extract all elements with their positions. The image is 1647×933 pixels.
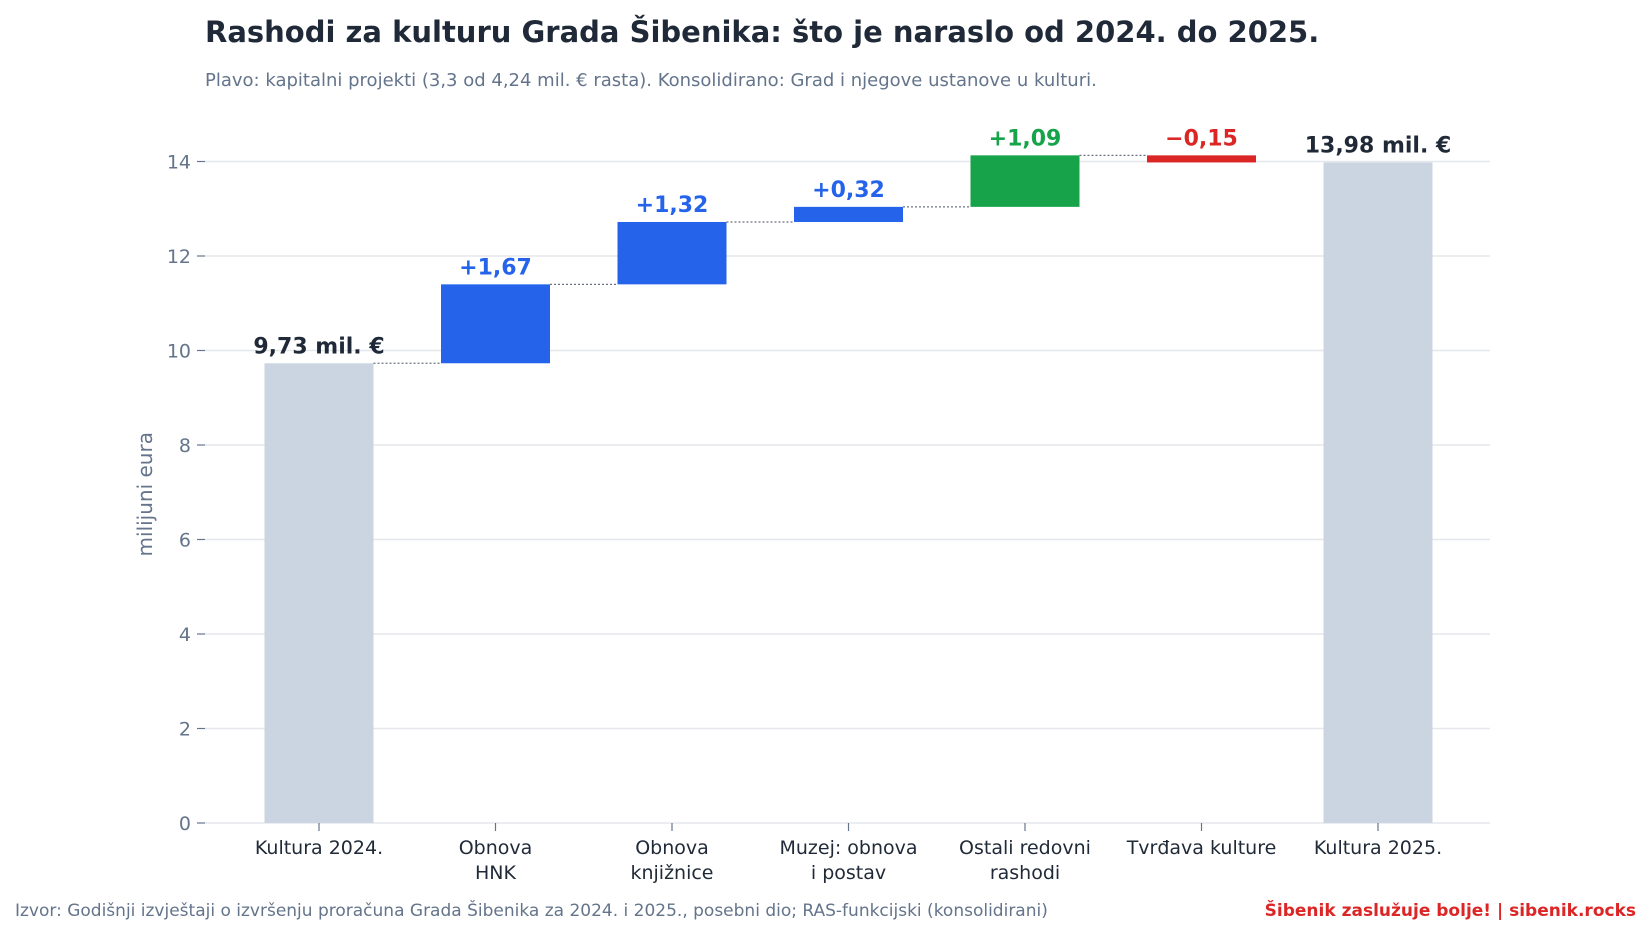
data-label: −0,15 xyxy=(1165,126,1238,151)
y-tick-label: 14 xyxy=(167,152,191,174)
bar-7 xyxy=(1323,162,1433,823)
x-tick-label: Kultura 2024. xyxy=(255,837,383,859)
chart-subtitle: Plavo: kapitalni projekti (3,3 od 4,24 m… xyxy=(205,70,1097,91)
bar-5 xyxy=(970,155,1080,207)
brand-tagline: Šibenik zaslužuje bolje! | sibenik.rocks xyxy=(1265,899,1636,921)
x-axis: Kultura 2024. Obnova HNK Obnova knjižnice Muz… xyxy=(255,823,1442,884)
data-label: 9,73 mil. € xyxy=(253,334,384,359)
bar-3 xyxy=(617,221,727,285)
source-note: Izvor: Godišnji izvještaji o izvršenju p… xyxy=(15,899,1048,921)
bars xyxy=(264,155,1433,823)
y-tick-label: 8 xyxy=(179,435,191,457)
chart-title: Rashodi za kulturu Grada Šibenika: što j… xyxy=(205,15,1319,49)
x-tick-label: Kultura 2025. xyxy=(1314,837,1442,859)
data-label: +1,67 xyxy=(459,255,532,280)
data-label: +1,09 xyxy=(989,126,1062,151)
x-tick-label: Obnova HNK xyxy=(459,837,533,884)
y-tick-label: 6 xyxy=(179,530,191,552)
data-label: +1,32 xyxy=(636,193,709,218)
x-tick-label: Tvrđava kulture xyxy=(1126,837,1277,859)
y-tick-label: 0 xyxy=(179,813,191,835)
bar-6 xyxy=(1147,155,1256,163)
gridlines xyxy=(205,160,1490,824)
y-axis: 0 2 4 6 8 10 12 14 xyxy=(167,152,205,835)
data-label: +0,32 xyxy=(812,178,885,203)
connectors xyxy=(373,154,1147,364)
x-tick-label: Obnova knjižnice xyxy=(630,837,713,884)
bar-1 xyxy=(264,363,374,823)
x-tick-label: Ostali redovni rashodi xyxy=(959,837,1091,884)
y-tick-label: 4 xyxy=(179,624,191,646)
bar-4 xyxy=(794,206,903,222)
y-tick-label: 10 xyxy=(167,341,191,363)
y-axis-label: milijuni eura xyxy=(133,432,157,556)
y-tick-label: 2 xyxy=(179,719,191,741)
y-tick-label: 12 xyxy=(167,246,191,268)
x-tick-label: Muzej: obnova i postav xyxy=(779,837,917,884)
bar-2 xyxy=(441,284,550,364)
data-label: 13,98 mil. € xyxy=(1305,133,1452,158)
data-labels: 9,73 mil. € +1,67 +1,32 +0,32 +1,09 −0,15 13,9… xyxy=(253,126,1451,359)
